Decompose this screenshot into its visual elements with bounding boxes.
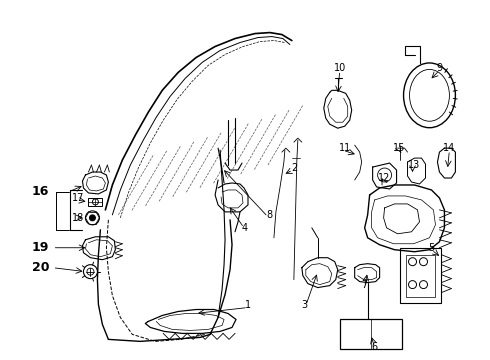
Text: 13: 13 <box>408 160 420 170</box>
Text: 16: 16 <box>32 185 49 198</box>
Text: 8: 8 <box>267 210 273 220</box>
Bar <box>89 198 102 206</box>
Text: 17: 17 <box>73 193 85 203</box>
Text: 1: 1 <box>245 300 251 310</box>
Text: 4: 4 <box>242 223 248 233</box>
Text: 19: 19 <box>32 241 49 254</box>
Text: 18: 18 <box>73 213 85 223</box>
Text: 11: 11 <box>339 143 351 153</box>
Text: 5: 5 <box>428 243 435 253</box>
Circle shape <box>90 215 96 221</box>
Text: 9: 9 <box>437 63 442 73</box>
Text: 7: 7 <box>362 280 368 289</box>
Text: 6: 6 <box>371 342 378 352</box>
Text: 10: 10 <box>334 63 346 73</box>
Text: 3: 3 <box>302 300 308 310</box>
Bar <box>340 319 401 349</box>
Text: 20: 20 <box>32 261 49 274</box>
Bar <box>406 255 436 297</box>
Circle shape <box>93 199 98 205</box>
Text: 2: 2 <box>292 163 298 173</box>
Text: 14: 14 <box>443 143 456 153</box>
Bar <box>399 248 441 302</box>
Text: 12: 12 <box>378 173 391 183</box>
Text: 15: 15 <box>393 143 406 153</box>
